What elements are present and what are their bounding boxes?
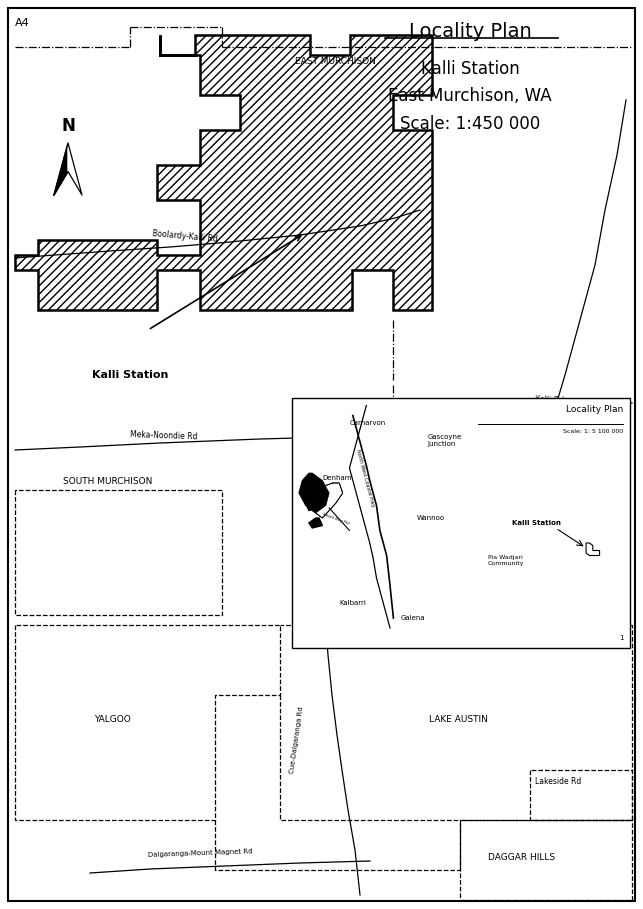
Text: Kalli Station: Kalli Station — [512, 520, 561, 526]
Text: Kalli Station: Kalli Station — [92, 370, 168, 380]
Polygon shape — [299, 473, 329, 513]
Text: North West Coastal Hwy: North West Coastal Hwy — [354, 449, 375, 507]
Polygon shape — [586, 543, 599, 555]
Polygon shape — [54, 143, 68, 195]
Text: Wannoo: Wannoo — [417, 515, 445, 521]
Text: Meka-Noondie Rd: Meka-Noondie Rd — [130, 430, 197, 441]
Text: Kalli Station: Kalli Station — [421, 60, 520, 78]
Text: Locality Plan: Locality Plan — [566, 405, 623, 415]
Polygon shape — [305, 498, 322, 511]
Text: Denham: Denham — [322, 475, 352, 481]
Text: EAST MURCHISON: EAST MURCHISON — [294, 57, 376, 66]
Text: N: N — [61, 117, 75, 135]
Text: Boolardy-Kalli Rd: Boolardy-Kalli Rd — [152, 229, 218, 244]
Text: Dalgaranga-Mount Magnet Rd: Dalgaranga-Mount Magnet Rd — [148, 848, 253, 858]
Bar — [292, 398, 630, 648]
Text: Scale: 1:450 000: Scale: 1:450 000 — [400, 115, 540, 133]
Text: Cue-Dalgaranga Rd: Cue-Dalgaranga Rd — [289, 706, 305, 774]
Text: Gascoyne
Junction: Gascoyne Junction — [427, 434, 462, 447]
Text: Kalbarri: Kalbarri — [340, 600, 367, 606]
Text: SOUTH MURCHISON: SOUTH MURCHISON — [63, 477, 152, 486]
Text: Shark Bay Rd: Shark Bay Rd — [322, 513, 350, 526]
Text: Galena: Galena — [400, 615, 425, 621]
Text: LAKE AUSTIN: LAKE AUSTIN — [429, 715, 487, 724]
Text: Kalli Rd: Kalli Rd — [535, 395, 565, 406]
Text: Carnarvon: Carnarvon — [349, 420, 386, 426]
Text: 1: 1 — [619, 634, 623, 641]
Text: Locality Plan: Locality Plan — [408, 22, 531, 41]
Text: A4: A4 — [15, 18, 30, 28]
Text: WELD RANGE: WELD RANGE — [528, 411, 588, 419]
Text: Lakeside Rd: Lakeside Rd — [535, 777, 581, 786]
Polygon shape — [68, 143, 82, 195]
Text: DAGGAR HILLS: DAGGAR HILLS — [489, 854, 556, 863]
Polygon shape — [15, 35, 432, 310]
Text: East Murchison, WA: East Murchison, WA — [388, 87, 552, 105]
Polygon shape — [309, 518, 322, 528]
Text: Scale: 1: 5 100 000: Scale: 1: 5 100 000 — [563, 429, 623, 435]
Text: YALGOO: YALGOO — [94, 715, 131, 724]
Text: Pia Wadjari
Community: Pia Wadjari Community — [488, 555, 525, 566]
Polygon shape — [309, 483, 343, 518]
